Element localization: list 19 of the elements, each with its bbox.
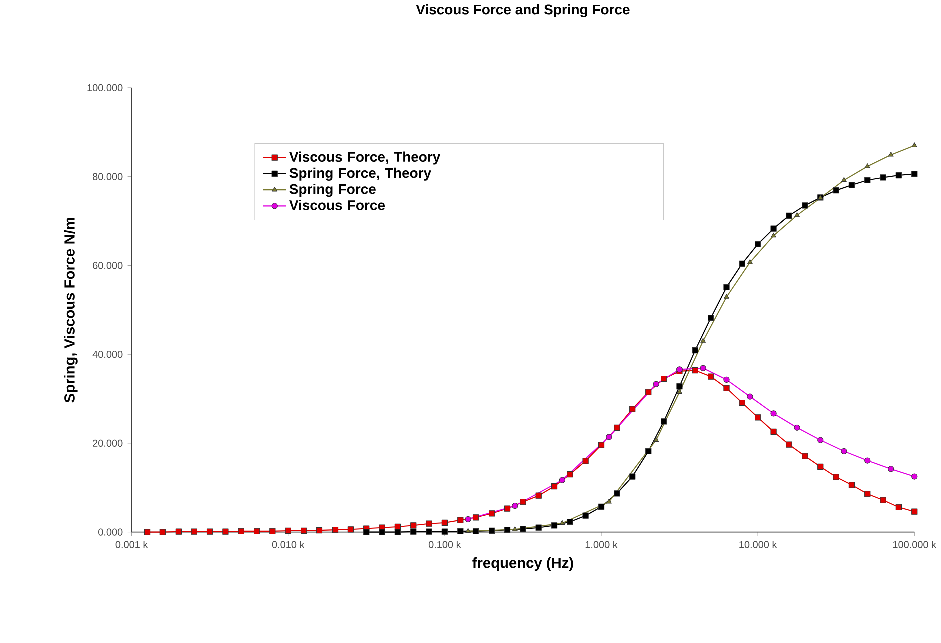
y-axis-title: Spring, Viscous Force N/m [64, 218, 78, 403]
legend-label: Viscous Force, Theory [290, 152, 441, 165]
x-tick-label: 0.010 k [272, 540, 305, 548]
legend-label: Spring Force [290, 184, 376, 198]
y-tick-label: 80.000 [93, 173, 123, 180]
legend-label: Viscous Force [290, 200, 386, 210]
x-axis-title: frequency (Hz) [472, 557, 574, 572]
legend-label: Spring Force, Theory [290, 168, 432, 181]
x-tick-label: 0.001 k [116, 540, 148, 548]
chart-title: Viscous Force and Spring Force [416, 4, 630, 18]
y-tick-label: 40.000 [92, 350, 123, 358]
x-tick-label: 100.000 k [893, 540, 937, 548]
y-tick-label: 100.000 [88, 84, 123, 92]
y-tick-label: 20.000 [93, 440, 123, 447]
y-tick-label: 60.000 [93, 262, 123, 270]
x-tick-label: 1.000 k [586, 540, 618, 548]
x-tick-label: 0.100 k [428, 540, 462, 548]
x-tick-label: 10.000 k [740, 540, 778, 548]
y-tick-label: 0.000 [98, 528, 123, 536]
